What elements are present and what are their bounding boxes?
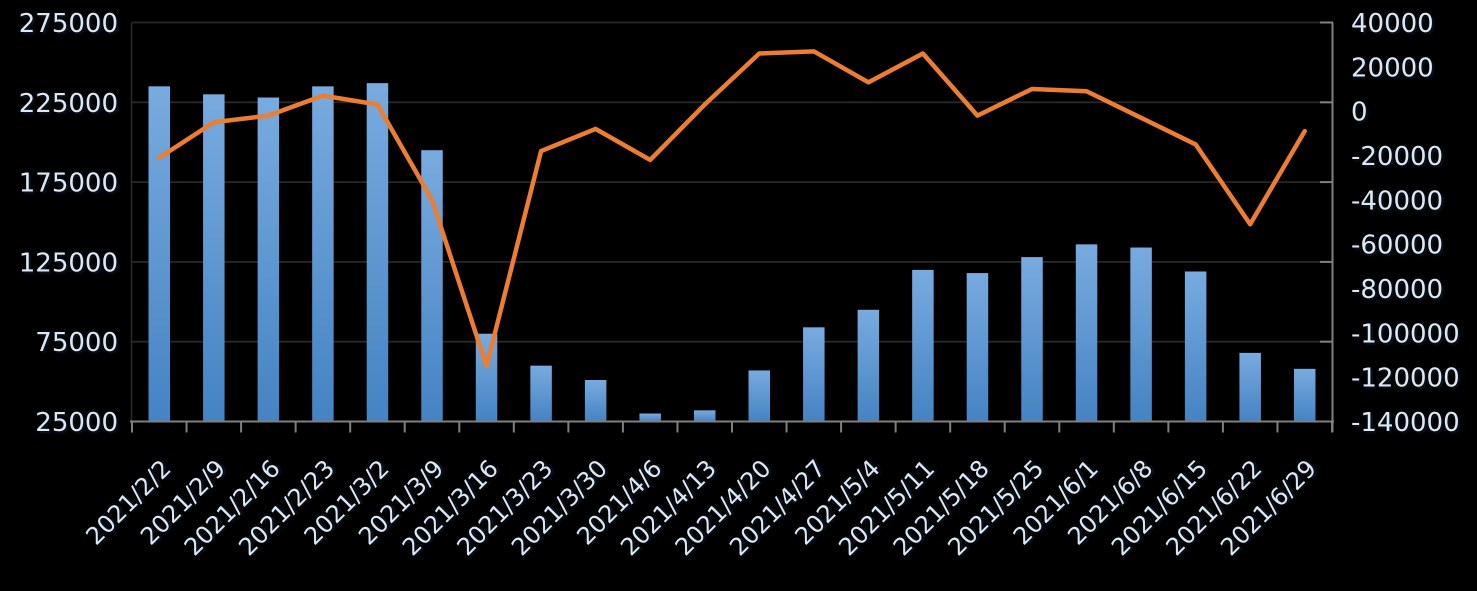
bar — [966, 273, 989, 422]
bar — [203, 94, 225, 422]
bar — [639, 413, 661, 422]
bar — [530, 365, 552, 422]
line-series — [157, 49, 1307, 369]
bar — [1075, 244, 1098, 422]
right-axis-tick-label: -100000 — [1351, 319, 1460, 349]
bar — [1130, 247, 1152, 422]
bar — [1184, 271, 1207, 422]
left-axis-tick-label: 175000 — [19, 169, 118, 199]
bar — [803, 327, 825, 422]
bar — [912, 269, 934, 422]
bar — [312, 86, 334, 422]
right-axis-tick-label: -20000 — [1351, 142, 1443, 172]
right-axis-tick-label: -40000 — [1351, 186, 1443, 216]
right-axis-tick-label: -80000 — [1351, 275, 1443, 305]
right-axis-tick-label: 0 — [1351, 98, 1368, 128]
bar — [1021, 257, 1043, 422]
right-axis-tick-label: -60000 — [1351, 231, 1443, 261]
x-axis — [130, 420, 1334, 433]
left-axis-tick-label: 25000 — [35, 408, 118, 438]
gridlines — [132, 21, 1332, 423]
x-axis-labels: 2021/2/22021/2/92021/2/162021/2/232021/3… — [80, 454, 1321, 561]
left-axis-tick-label: 75000 — [35, 328, 118, 358]
right-axis-tick-label: 40000 — [1351, 9, 1434, 39]
left-axis-labels: 275000 225000 175000 125000 75000 25000 — [19, 9, 118, 438]
right-axis — [1320, 21, 1334, 433]
bar — [1239, 352, 1261, 422]
bar — [693, 410, 716, 422]
bar — [1293, 368, 1316, 422]
left-axis-tick-label: 275000 — [19, 9, 118, 39]
bar — [366, 83, 389, 422]
right-axis-labels: 40000 20000 0 -20000 -40000 -60000 -80000 -1000… — [1351, 9, 1460, 438]
bar-series — [148, 83, 1316, 422]
right-axis-tick-label: -140000 — [1351, 408, 1460, 438]
bar — [748, 370, 771, 422]
left-axis-tick-label: 125000 — [19, 248, 118, 278]
bar — [584, 380, 607, 422]
bar — [148, 86, 171, 422]
bar — [257, 97, 280, 422]
bar — [857, 309, 880, 422]
right-axis-tick-label: 20000 — [1351, 53, 1434, 83]
left-axis-tick-label: 225000 — [19, 89, 118, 119]
right-axis-tick-label: -120000 — [1351, 364, 1460, 394]
